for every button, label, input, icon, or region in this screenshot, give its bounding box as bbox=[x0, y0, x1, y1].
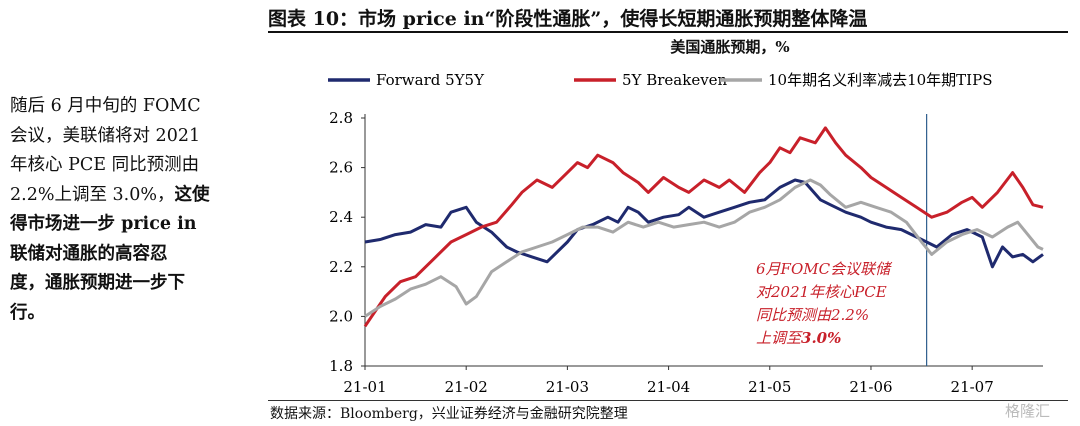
annotation-line-4: 上调至3.0% bbox=[756, 329, 841, 347]
legend-label-2: 10年期名义利率减去10年期TIPS bbox=[768, 71, 992, 89]
legend-label-0: Forward 5Y5Y bbox=[376, 71, 485, 89]
sidebar-line-7: 度，通胀预期进一步下 bbox=[10, 273, 185, 293]
sidebar-line-4: 2.2%上调至 3.0%，这使 bbox=[10, 181, 254, 211]
line-chart: Forward 5Y5Y 5Y Breakeven 10年期名义利率减去10年期TI… bbox=[328, 71, 1044, 396]
source-note: 数据来源：Bloomberg，兴业证券经济与金融研究院整理 bbox=[270, 406, 628, 422]
sidebar-text: 随后 6 月中旬的 FOMC 会议，美联储将对 2021 年核心 PCE 同比预… bbox=[10, 92, 254, 328]
y-tick-label-3: 2.4 bbox=[329, 208, 353, 226]
x-tick-label-4: 21-05 bbox=[748, 378, 791, 396]
sidebar-line-2: 会议，美联储将对 2021 bbox=[10, 125, 201, 146]
x-tick-label-1: 21-02 bbox=[445, 378, 488, 396]
series-line-1 bbox=[363, 126, 1044, 328]
annotation-line-4-prefix: 上调至 bbox=[756, 329, 803, 347]
annotation-line-4-value: 3.0% bbox=[801, 329, 841, 347]
x-tick-label-3: 21-04 bbox=[647, 378, 690, 396]
y-tick-label-4: 2.6 bbox=[329, 159, 353, 177]
source-rule bbox=[268, 400, 1068, 401]
y-tick-label-5: 2.8 bbox=[329, 109, 353, 127]
y-tick-label-2: 2.2 bbox=[329, 258, 353, 276]
x-tick-label-0: 21-01 bbox=[343, 378, 386, 396]
x-tick-label-2: 21-03 bbox=[546, 378, 589, 396]
y-tick-label-0: 1.8 bbox=[329, 357, 353, 375]
annotation-line-2: 对2021年核心PCE bbox=[756, 283, 887, 301]
sidebar-line-6: 联储对通胀的高容忍 bbox=[10, 243, 168, 264]
sidebar-line-3: 年核心 PCE 同比预测由 bbox=[10, 155, 200, 175]
sidebar-line-1: 随后 6 月中旬的 FOMC bbox=[10, 96, 201, 116]
sidebar-line-4-normal: 2.2%上调至 3.0%， bbox=[10, 184, 175, 205]
annotation-line-3: 同比预测由2.2% bbox=[756, 306, 869, 324]
series-line-2 bbox=[364, 178, 1044, 318]
sidebar-line-8: 行。 bbox=[10, 302, 45, 323]
y-tick-label-1: 2.0 bbox=[329, 307, 353, 325]
watermark-logo: 格隆汇 bbox=[1005, 402, 1051, 420]
sidebar-line-4-bold: 这使 bbox=[174, 184, 210, 205]
sidebar-line-5: 得市场进一步 price in bbox=[10, 214, 197, 234]
title-rule bbox=[268, 31, 1068, 33]
annotation-line-1: 6月FOMC会议联储 bbox=[756, 260, 893, 278]
chart-title: 美国通胀预期，% bbox=[670, 38, 790, 56]
figure-title: 图表 10：市场 price in“阶段性通胀”，使得长短期通胀预期整体降温 bbox=[268, 8, 868, 30]
legend-label-1: 5Y Breakeven bbox=[622, 71, 728, 89]
x-tick-label-6: 21-07 bbox=[951, 378, 994, 396]
x-tick-label-5: 21-06 bbox=[849, 378, 892, 396]
